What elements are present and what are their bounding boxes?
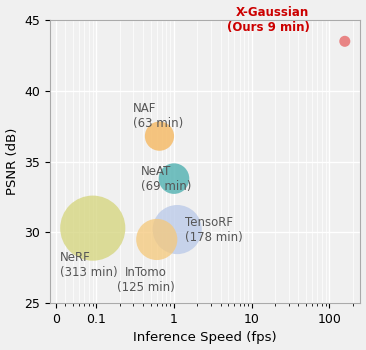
Text: X-Gaussian
(Ours 9 min): X-Gaussian (Ours 9 min)	[227, 6, 309, 34]
Text: NeRF
(313 min): NeRF (313 min)	[60, 251, 118, 279]
Text: NeAT
(69 min): NeAT (69 min)	[141, 164, 192, 193]
Point	[174, 227, 180, 232]
Text: InTomo
(125 min): InTomo (125 min)	[117, 266, 175, 294]
Point	[171, 176, 177, 181]
X-axis label: Inference Speed (fps): Inference Speed (fps)	[133, 331, 277, 344]
Text: TensoRF
(178 min): TensoRF (178 min)	[185, 216, 243, 244]
Point	[157, 133, 163, 139]
Text: NAF
(63 min): NAF (63 min)	[132, 103, 183, 131]
Point	[154, 237, 160, 242]
Y-axis label: PSNR (dB): PSNR (dB)	[5, 128, 19, 195]
Point	[342, 38, 348, 44]
Point	[90, 225, 96, 231]
